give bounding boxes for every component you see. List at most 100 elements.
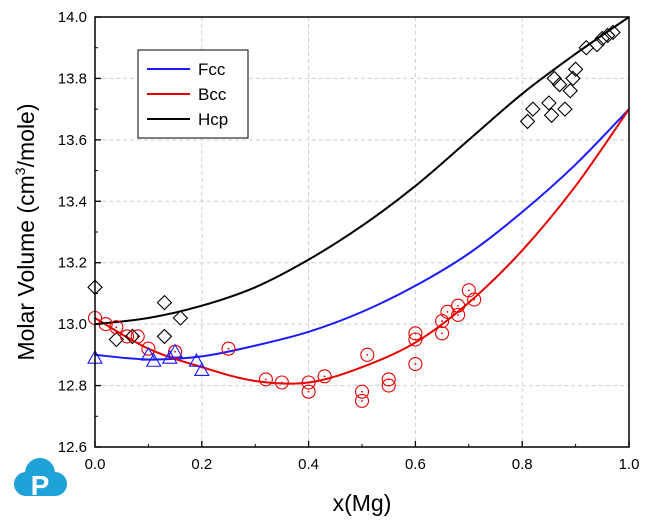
data-point-bcc-center	[227, 347, 230, 350]
data-point-hcp	[599, 27, 616, 44]
data-point-hcp	[546, 70, 563, 87]
data-point-bcc	[381, 372, 396, 387]
data-point-bcc-center	[473, 298, 476, 301]
y-tick-label: 13.4	[58, 193, 87, 210]
data-point-bcc	[408, 326, 423, 341]
data-point-hcp	[551, 76, 568, 93]
data-point-bcc-center	[446, 310, 449, 313]
data-point-bcc	[130, 329, 145, 344]
data-point-bcc-center	[441, 332, 443, 335]
data-point-hcp	[525, 101, 541, 117]
data-point-bcc	[354, 393, 370, 408]
legend: Fcc Bcc Hcp	[137, 49, 249, 139]
tick-labels: 0.0 0.2 0.4 0.6 0.8 1.0 12.6 12.8 13.0 13.2 13.4 13…	[58, 9, 640, 473]
x-tick-label: 0.4	[298, 456, 319, 473]
x-tick-label: 0.8	[512, 456, 533, 473]
ticks	[94, 16, 630, 448]
series-line-fcc	[94, 108, 630, 361]
data-point-bcc	[317, 369, 332, 384]
data-point-hcp	[543, 107, 560, 124]
data-point-bcc-center	[457, 314, 460, 316]
data-point-hcp	[557, 101, 573, 117]
data-point-bcc	[440, 304, 455, 319]
data-point-bcc-center	[264, 378, 267, 381]
data-point-bcc	[451, 307, 466, 322]
data-point-bcc	[408, 357, 423, 372]
cloud-logo-icon: P	[14, 458, 67, 501]
data-point-bcc	[141, 341, 156, 356]
series-line-bcc	[94, 108, 630, 385]
logo-cloud-base	[26, 484, 55, 496]
data-point-bcc-center	[307, 381, 310, 384]
x-tick-label: 0.6	[405, 456, 426, 473]
data-point-bcc-center	[104, 323, 107, 326]
data-point-hcp	[589, 36, 605, 53]
data-point-fcc	[140, 346, 157, 361]
data-point-hcp	[594, 30, 611, 47]
data-point-bcc-center	[136, 335, 139, 338]
data-point-bcc	[467, 292, 482, 307]
data-point-bcc	[301, 384, 316, 399]
data-point-bcc-center	[126, 335, 128, 338]
data-point-hcp	[124, 328, 141, 345]
data-point-bcc-center	[361, 390, 363, 393]
y-axis-title-sup: 3	[12, 167, 28, 175]
data-point-bcc-center	[281, 381, 283, 384]
data-point-hcp	[605, 24, 621, 41]
data-point-hcp	[541, 95, 557, 111]
data-point-bcc-center	[441, 320, 443, 322]
y-tick-label: 13.6	[58, 132, 87, 149]
data-point-hcp	[156, 328, 173, 345]
data-point-bcc	[360, 347, 375, 362]
data-point-hcp	[156, 294, 173, 311]
data-point-bcc	[109, 320, 124, 335]
data-point-hcp	[519, 113, 536, 130]
data-point-bcc-center	[467, 289, 470, 292]
y-tick-label: 13.2	[58, 255, 87, 272]
data-point-hcp	[562, 82, 579, 99]
grid	[95, 17, 629, 447]
x-tick-label: 0.2	[191, 456, 212, 473]
y-tick-label: 12.8	[58, 378, 87, 395]
legend-label-bcc: Bcc	[198, 85, 227, 104]
data-point-bcc-center	[115, 326, 118, 329]
y-tick-label: 14.0	[58, 9, 87, 26]
x-tick-label: 1.0	[619, 456, 640, 473]
data-point-hcp	[567, 61, 584, 77]
y-axis-title: Molar Volume (cm3/mole)	[12, 103, 39, 360]
data-point-fcc	[167, 343, 184, 358]
y-axis-title-prefix: Molar Volume (cm	[13, 175, 39, 360]
y-tick-label: 13.8	[58, 70, 87, 87]
data-point-bcc	[274, 375, 289, 390]
data-point-bcc-center	[414, 332, 417, 335]
curves	[94, 16, 630, 385]
data-point-bcc	[258, 372, 273, 387]
y-axis-title-suffix: /mole)	[13, 103, 39, 167]
x-axis-title: x(Mg)	[333, 490, 392, 516]
data-point-bcc-center	[307, 390, 310, 393]
legend-label-fcc: Fcc	[198, 60, 226, 79]
data-point-fcc	[188, 352, 205, 367]
y-tick-label: 12.6	[58, 439, 87, 456]
data-point-bcc-center	[457, 304, 460, 307]
data-point-bcc-center	[366, 353, 369, 356]
data-point-fcc	[193, 362, 210, 377]
series-line-hcp	[94, 16, 630, 326]
data-point-bcc	[119, 329, 135, 344]
data-point-bcc	[221, 341, 236, 356]
data-point-bcc-center	[414, 363, 417, 365]
data-point-bcc	[301, 375, 316, 390]
data-point-bcc-center	[174, 350, 177, 353]
y-tick-label: 13.0	[58, 316, 87, 333]
legend-label-hcp: Hcp	[198, 110, 228, 129]
data-point-fcc	[145, 352, 162, 367]
data-point-hcp	[172, 310, 189, 326]
data-point-bcc-center	[387, 378, 390, 381]
data-point-hcp	[565, 70, 581, 87]
logo-letter: P	[31, 470, 50, 501]
data-point-bcc	[435, 326, 450, 341]
markers	[87, 24, 621, 408]
data-point-bcc-center	[361, 400, 363, 402]
x-tick-label: 0.0	[85, 456, 106, 473]
